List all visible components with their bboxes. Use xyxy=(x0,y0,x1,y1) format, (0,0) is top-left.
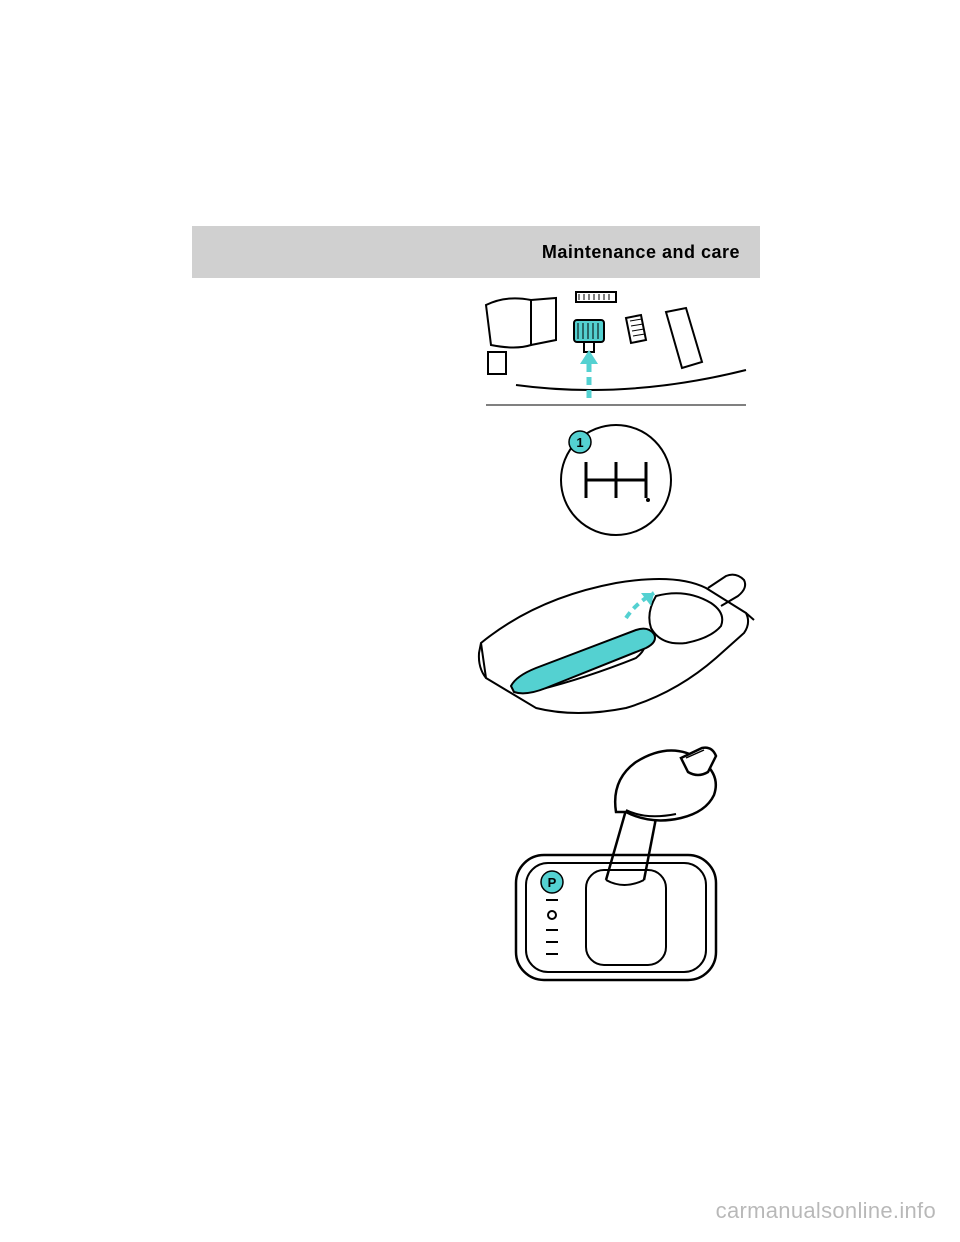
badge-number: 1 xyxy=(576,435,583,450)
illustration-parking-brake xyxy=(476,558,756,728)
parking-brake-icon xyxy=(476,558,756,728)
illustration-auto-shift: P xyxy=(476,740,756,985)
illustration-pedals xyxy=(476,290,756,410)
illustration-shift-pattern: 1 xyxy=(476,420,756,540)
brake-lever-icon xyxy=(511,629,655,694)
auto-shift-icon: P xyxy=(476,740,756,985)
badge-1-icon: 1 xyxy=(569,431,591,453)
shift-pattern-icon: 1 xyxy=(476,420,756,540)
badge-letter: P xyxy=(548,875,557,890)
section-header-bar: Maintenance and care xyxy=(192,226,760,278)
pedals-icon xyxy=(476,290,756,410)
highlighted-pedal-icon xyxy=(574,320,604,352)
section-header-title: Maintenance and care xyxy=(542,242,740,263)
watermark-text: carmanualsonline.info xyxy=(716,1198,936,1224)
badge-p-icon: P xyxy=(541,871,563,893)
page-container: Maintenance and care xyxy=(0,0,960,1242)
